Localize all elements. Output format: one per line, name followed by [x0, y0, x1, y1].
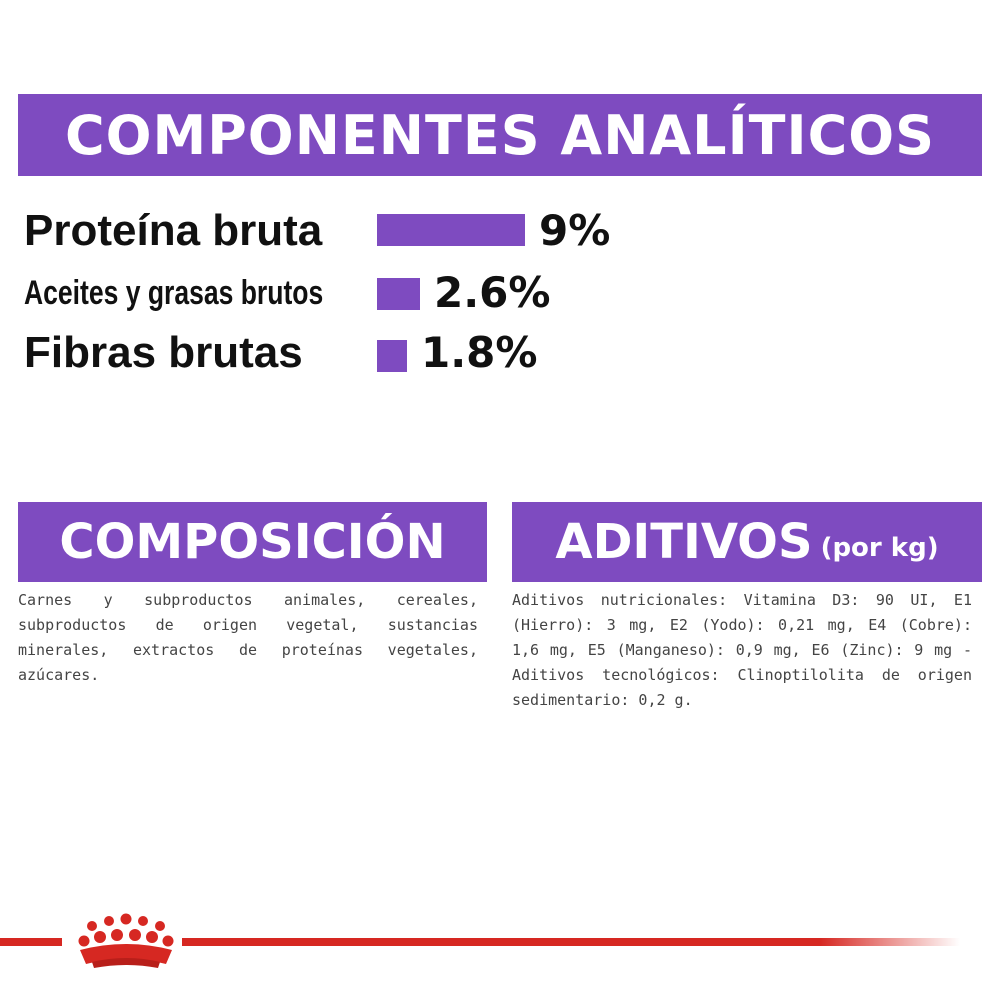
- composition-title: COMPOSICIÓN: [59, 514, 446, 570]
- composition-text: Carnes y subproductos animales, cereales…: [18, 591, 478, 684]
- additives-header: ADITIVOS (por kg): [512, 502, 982, 582]
- analytic-components-header: COMPONENTES ANALÍTICOS: [18, 94, 982, 176]
- protein-bar: [377, 214, 525, 246]
- fiber-value: 1.8%: [421, 328, 538, 377]
- fiber-bar: [377, 340, 407, 372]
- protein-value: 9%: [539, 206, 611, 255]
- fats-label: Aceites y grasas brutos: [24, 274, 324, 312]
- analytic-components-title: COMPONENTES ANALÍTICOS: [64, 103, 936, 167]
- additives-text: Aditivos nutricionales: Vitamina D3: 90 …: [512, 591, 972, 709]
- fats-bar: [377, 278, 420, 310]
- fats-value: 2.6%: [434, 268, 551, 317]
- footer-brand-line: [0, 938, 1000, 946]
- crown-logo-icon: [62, 910, 182, 976]
- composition-header: COMPOSICIÓN: [18, 502, 487, 582]
- additives-title: ADITIVOS: [555, 514, 813, 570]
- protein-label: Proteína bruta: [24, 206, 323, 255]
- additives-subtitle: (por kg): [820, 533, 939, 563]
- fiber-label: Fibras brutas: [24, 328, 303, 377]
